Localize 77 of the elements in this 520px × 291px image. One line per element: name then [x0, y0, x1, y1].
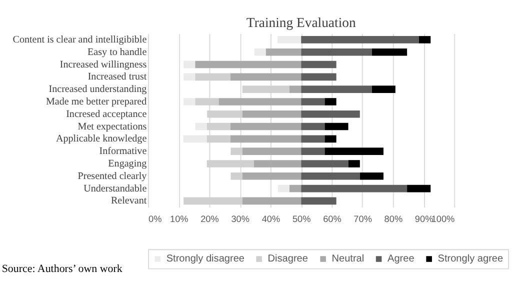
legend-label: Strongly disagree [166, 254, 245, 265]
y-tick-label: Increased understanding [48, 84, 147, 96]
bar [372, 86, 396, 93]
x-tick-label: 30% [231, 214, 250, 224]
x-tick-label: 60% [323, 214, 342, 224]
x-tick-label: 10% [170, 214, 188, 224]
bar [278, 36, 302, 44]
bar [195, 122, 207, 130]
bar [301, 184, 408, 192]
y-tick-label: Easy to handle [88, 46, 148, 58]
x-tick-label: 90% [414, 214, 434, 224]
bar [230, 73, 302, 81]
bar [301, 86, 372, 93]
bar [278, 184, 290, 192]
y-tick-label: Applicable knowledge [56, 134, 148, 145]
bar [418, 36, 431, 44]
bar [301, 197, 336, 205]
bar [301, 148, 325, 155]
bar [218, 98, 302, 106]
bar [266, 48, 302, 56]
bar [324, 122, 348, 130]
bar [242, 110, 302, 118]
bar [372, 48, 408, 56]
bar [183, 135, 207, 143]
bar [301, 110, 360, 118]
y-tick-label: Met expectations [78, 121, 147, 132]
y-tick-label: Engaging [108, 158, 147, 170]
legend-label: Agree [387, 254, 415, 265]
bar [254, 48, 266, 56]
source-note: Source: Authors’ own work [2, 263, 123, 276]
bar [301, 122, 325, 130]
y-tick-label: Increased willingness [60, 59, 147, 70]
bar [230, 135, 302, 143]
bar [301, 36, 419, 44]
x-tick-label: 70% [354, 214, 372, 224]
bar [289, 86, 302, 93]
bar [242, 197, 302, 205]
bar [184, 98, 196, 106]
y-tick-label: Relevant [110, 196, 147, 207]
y-tick-label: Increased trust [88, 72, 147, 83]
bar [301, 48, 372, 56]
x-tick-label: 80% [384, 214, 403, 224]
bar [230, 122, 302, 130]
legend-label: Strongly agree [438, 254, 504, 265]
bar [301, 160, 348, 168]
bar [289, 184, 302, 192]
bar [360, 172, 384, 180]
bar [242, 172, 302, 180]
y-tick-label: Incresed acceptance [66, 108, 148, 120]
x-tick-label: 50% [292, 214, 311, 224]
bar [301, 135, 325, 143]
y-tick-label: Informative [99, 146, 148, 158]
bar [254, 160, 302, 168]
legend-label: Disagree [268, 254, 308, 265]
x-tick-label: 100% [431, 214, 455, 224]
y-tick-label: Understandable [84, 183, 148, 194]
bar [301, 172, 360, 180]
bar [195, 60, 302, 68]
y-tick-label: Content is clear and intelligibible [12, 34, 148, 46]
legend-label: Neutral [332, 254, 364, 265]
bar [324, 98, 336, 106]
bar [184, 60, 196, 68]
y-tick-label: Made me better prepared [46, 96, 147, 108]
bar [324, 148, 384, 155]
bar [184, 73, 196, 81]
y-tick-label: Presented clearly [78, 170, 147, 182]
bar [301, 98, 325, 106]
chart-title: Training Evaluation [246, 15, 356, 30]
bar [324, 135, 336, 143]
bar [348, 160, 360, 168]
bar [301, 60, 336, 68]
x-tick-label: 0% [148, 214, 162, 224]
bar [242, 148, 302, 155]
x-tick-label: 20% [200, 214, 219, 224]
bar [301, 73, 336, 81]
bar [407, 184, 431, 192]
x-tick-label: 40% [262, 214, 280, 224]
